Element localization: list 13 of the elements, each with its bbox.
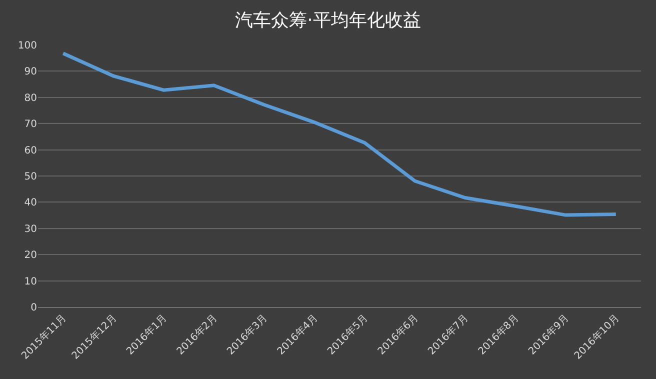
y-tick-label: 70: [24, 119, 37, 130]
chart-title: 汽车众筹·平均年化收益: [235, 10, 421, 31]
line-series: [61, 52, 618, 217]
y-tick-label: 40: [24, 198, 37, 209]
y-tick-label: 50: [24, 172, 37, 182]
y-tick-label: 30: [24, 224, 37, 235]
y-tick-label: 0: [30, 302, 37, 314]
y-tick-label: 100: [18, 40, 37, 52]
y-tick-label: 10: [24, 276, 37, 288]
y-tick-label: 20: [24, 250, 37, 262]
y-tick-label: 60: [24, 145, 37, 156]
y-tick-label: 90: [24, 66, 37, 78]
y-tick-label: 80: [24, 92, 37, 104]
